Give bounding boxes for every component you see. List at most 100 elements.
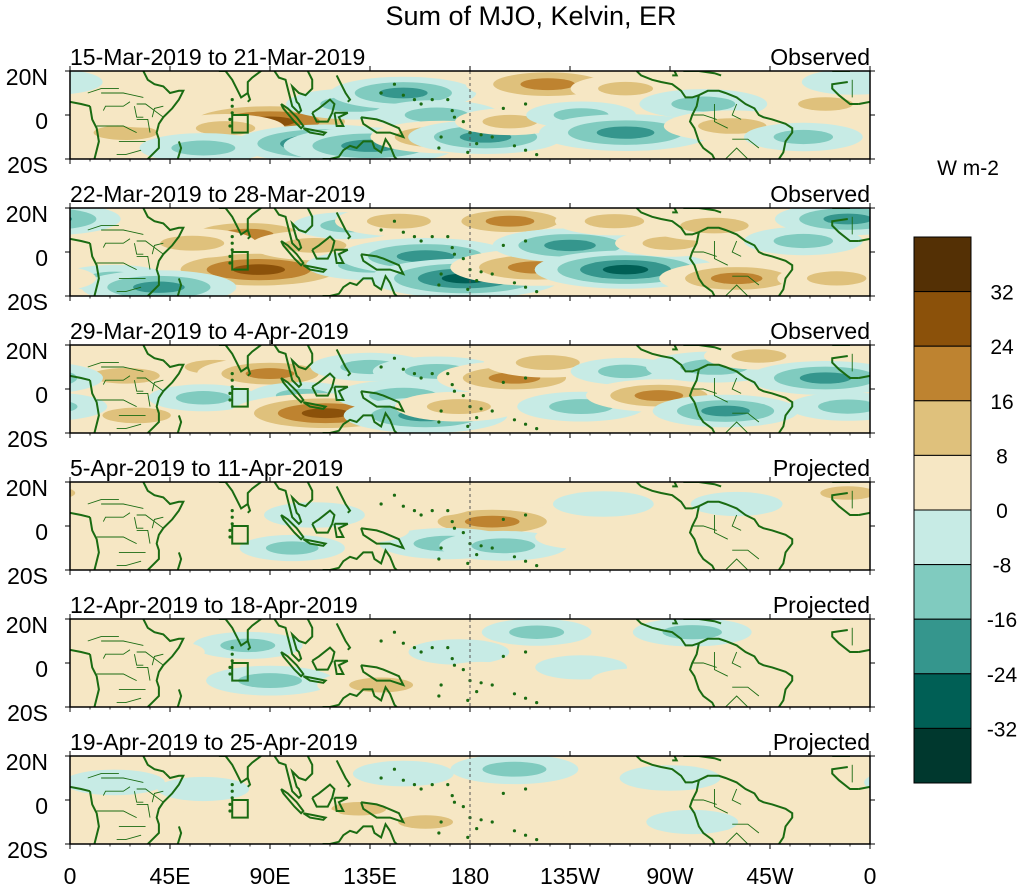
colorbar-tick-label: 8 [996,445,1008,468]
anomaly-contour [913,810,1005,834]
coastline [280,788,305,815]
anomaly-contour [301,408,350,419]
anomaly-contour [482,761,547,777]
island-dot [475,827,479,831]
coastline [176,141,183,159]
country-border [134,243,144,255]
anomaly-contour [265,541,319,555]
island-dot [437,557,441,561]
island-dot [452,526,457,530]
x-tick-label: 180 [451,863,489,889]
island-dot [412,509,417,513]
anomaly-contour [171,140,236,156]
country-border [96,399,137,408]
island-dot [446,509,450,513]
island-markers [228,356,539,431]
coastline [246,229,252,240]
island-dot [228,802,232,806]
coastline [273,619,314,663]
country-border [713,789,728,814]
anomaly-contour [331,802,387,816]
coastline [89,380,100,433]
coastline [273,756,314,800]
anomaly-contour [864,776,870,789]
anomaly-contour [619,765,721,791]
island-dot [501,243,505,247]
coastline [683,482,722,488]
anomaly-contour [398,815,454,829]
island-markers [228,219,539,294]
island-dot [446,646,450,650]
coastline [360,253,406,276]
panel-date-range: 12-Apr-2019 to 18-Apr-2019 [70,592,358,618]
country-border [134,380,144,392]
y-tick-label: 20N [6,64,48,90]
coastline [335,485,352,514]
coastline [335,622,352,651]
anomaly-contour [584,214,645,229]
coastline [831,355,859,379]
island-dot [228,398,232,402]
anomaly-contour [701,405,750,417]
map [65,66,875,164]
country-border [136,803,151,818]
coastline [147,361,185,433]
colorbar-bin [913,345,972,402]
coastline [635,619,794,707]
coastline [672,619,679,625]
country-border [136,103,164,118]
coastline [683,756,722,762]
coastline [142,71,167,90]
coastline [335,74,352,103]
coastline [302,264,328,273]
country-border [101,640,144,646]
coastline [688,95,716,159]
country-border [713,104,728,129]
coastline [70,648,91,656]
island-dot [228,391,232,395]
anomaly-contour [602,264,649,275]
coastline [635,482,794,570]
country-border [725,147,749,159]
map [65,340,1021,438]
coastline [688,506,716,570]
panel-status: Observed [770,181,870,207]
coastline [147,635,185,707]
anomaly-contour [985,360,1021,374]
island-dot [523,513,528,517]
panel-date-range: 19-Apr-2019 to 25-Apr-2019 [70,729,358,755]
island-dot [419,376,423,380]
x-tick-label: 45E [150,863,191,889]
country-border [87,636,119,642]
island-dot [230,104,234,108]
country-border [731,240,742,257]
coastline [218,345,262,373]
y-tick-label: 20S [7,837,48,863]
coastline [302,812,328,821]
island-dot [230,241,234,245]
anomaly-contour [552,491,654,517]
panel-status: Observed [770,318,870,344]
country-border [713,515,728,540]
colorbar-bin [913,236,972,293]
anomaly-contour [1007,259,1021,280]
island-dot [228,665,232,669]
island-dot [512,692,517,696]
anomaly-contour [806,271,867,286]
y-tick-label: 0 [35,656,48,682]
anomaly-contour [232,264,285,275]
country-border [102,512,131,522]
coastline [302,675,328,684]
country-border [136,529,151,544]
coastlines [70,345,870,433]
island-dot [437,283,441,287]
coastline [147,87,185,159]
colorbar-tick-label: 16 [990,391,1013,414]
coastline [360,664,406,687]
coastline [246,503,252,514]
island-dot [475,553,479,557]
island-dot [466,561,470,565]
island-dot [450,520,454,524]
coastline [858,511,870,516]
island-dot [523,376,528,380]
